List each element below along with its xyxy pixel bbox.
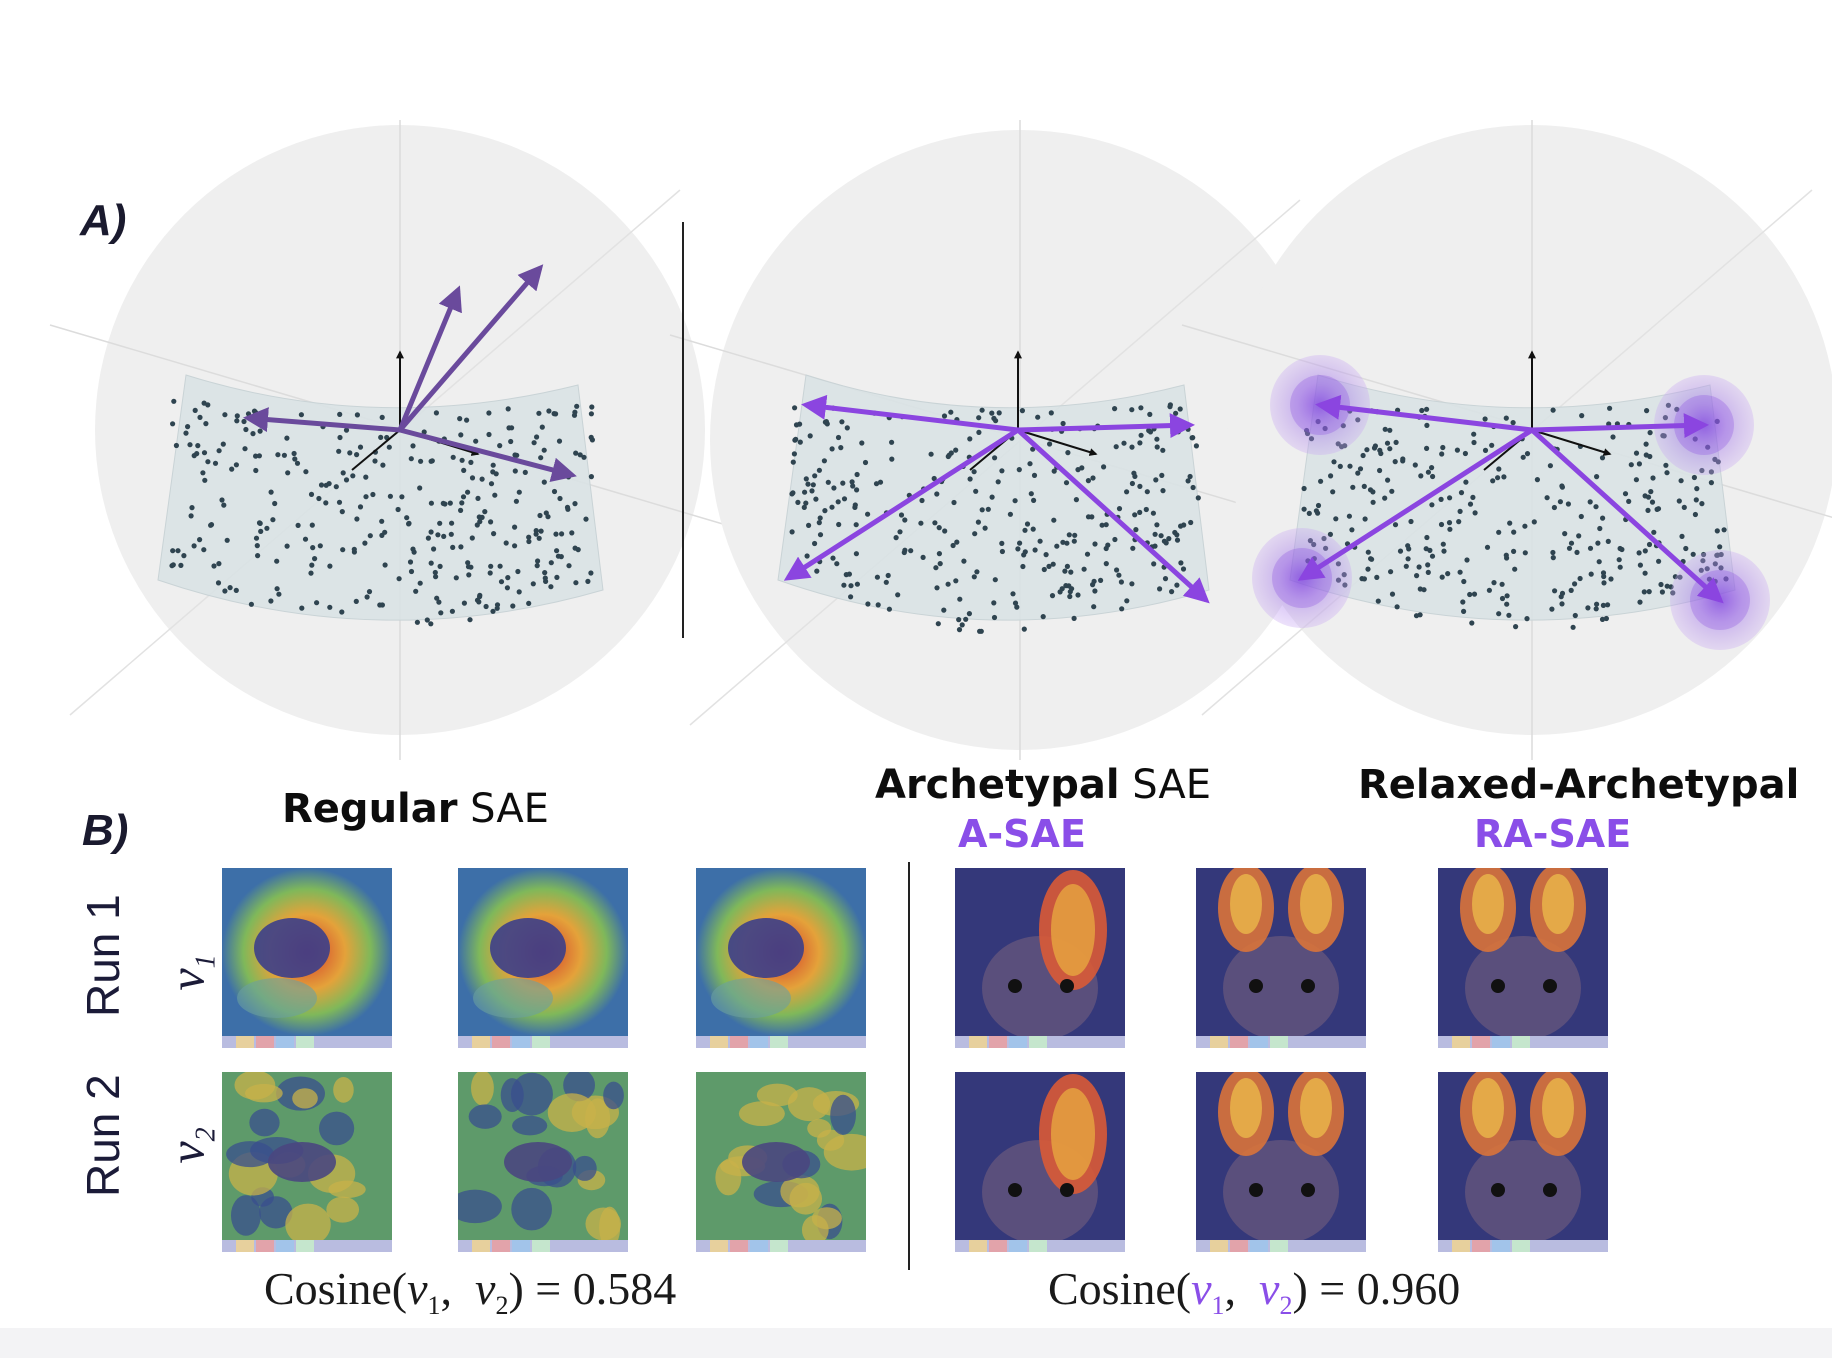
v1-label: v1 — [158, 943, 223, 1003]
title-regular-rest: SAE — [457, 786, 549, 832]
heatmap-thumbnail — [1196, 1072, 1366, 1252]
dictionary-arrow — [783, 427, 1020, 581]
manifold-points — [169, 398, 596, 627]
panel-a-divider — [682, 222, 684, 638]
dictionary-arrow — [1297, 427, 1534, 581]
title-regular-bold: Regular — [282, 786, 458, 832]
heatmap-thumbnail — [955, 868, 1125, 1048]
cosine-regular-s2: 2 — [495, 1291, 509, 1321]
cosine-arch-s2: 2 — [1279, 1291, 1293, 1321]
v2-label: v2 — [158, 1116, 223, 1176]
sphere-regular — [49, 120, 761, 760]
cosine-regular-value: ) = 0.584 — [508, 1263, 677, 1314]
cosine-regular-v2: v — [475, 1263, 496, 1314]
v1-sub: 1 — [190, 954, 222, 969]
v2-letter: v — [158, 1141, 215, 1164]
dictionary-arrow — [1315, 394, 1533, 433]
dictionary-arrow — [399, 427, 577, 483]
cosine-arch-v1: v — [1191, 1263, 1212, 1314]
cosine-regular-prefix: Cosine( — [264, 1263, 408, 1314]
heatmap-thumbnail — [1196, 868, 1366, 1048]
heatmap-thumbnail — [222, 1072, 392, 1252]
bottom-strip — [0, 1328, 1832, 1358]
subtitle-ra-sae: RA-SAE — [1474, 812, 1632, 856]
heatmap-thumbnail — [1438, 1072, 1608, 1252]
dictionary-arrow — [801, 394, 1019, 433]
panel-b-divider — [908, 862, 910, 1270]
title-relaxed-bold: Relaxed-Archetypal — [1358, 762, 1800, 808]
panel-a-label: A) — [80, 196, 127, 245]
run-2-label: Run 2 — [77, 1074, 129, 1197]
heatmap-thumbnail — [222, 868, 392, 1048]
dictionary-arrow — [243, 407, 401, 433]
heatmap-thumbnail — [696, 1072, 866, 1252]
heatmap-thumbnail — [955, 1072, 1125, 1252]
v1-letter: v — [158, 968, 215, 991]
heatmap-thumbnail — [696, 868, 866, 1048]
cosine-regular-v1: v — [407, 1263, 428, 1314]
dictionary-arrow — [1531, 413, 1709, 439]
title-archetypal-sae: Archetypal SAE — [875, 762, 1211, 808]
cosine-archetypal: Cosine(v1, v2) = 0.960 — [1048, 1262, 1460, 1321]
dictionary-arrow — [1017, 413, 1195, 439]
cosine-arch-v2: v — [1259, 1263, 1280, 1314]
dictionary-arrow — [397, 285, 462, 431]
cosine-arch-prefix: Cosine( — [1048, 1263, 1192, 1314]
panel-a-geometry — [49, 120, 1832, 760]
subtitle-a-sae: A-SAE — [958, 812, 1086, 856]
run-1-label: Run 1 — [77, 894, 129, 1017]
cosine-regular: Cosine(v1, v2) = 0.584 — [264, 1262, 676, 1321]
dictionary-arrow — [1530, 428, 1724, 604]
cosine-regular-sep: , — [440, 1263, 476, 1314]
heatmap-thumbnail — [1438, 868, 1608, 1048]
heatmap-thumbnail — [458, 868, 628, 1048]
title-archetypal-rest: SAE — [1119, 762, 1212, 808]
heatmap-thumbnail — [458, 1072, 628, 1252]
sphere-relaxed — [1181, 120, 1832, 760]
title-relaxed-archetypal: Relaxed-Archetypal — [1358, 762, 1799, 808]
cosine-arch-s1: 1 — [1211, 1291, 1225, 1321]
sphere-archetypal — [669, 120, 1381, 760]
dictionary-arrow — [1016, 428, 1210, 604]
cosine-arch-value: ) = 0.960 — [1292, 1263, 1461, 1314]
title-regular-sae: Regular SAE — [282, 786, 549, 832]
dictionary-arrow — [398, 264, 544, 432]
cosine-regular-s1: 1 — [427, 1291, 441, 1321]
v2-sub: 2 — [190, 1127, 222, 1142]
title-archetypal-bold: Archetypal — [875, 762, 1120, 808]
panel-b-label: B) — [82, 806, 129, 855]
cosine-arch-sep: , — [1224, 1263, 1260, 1314]
